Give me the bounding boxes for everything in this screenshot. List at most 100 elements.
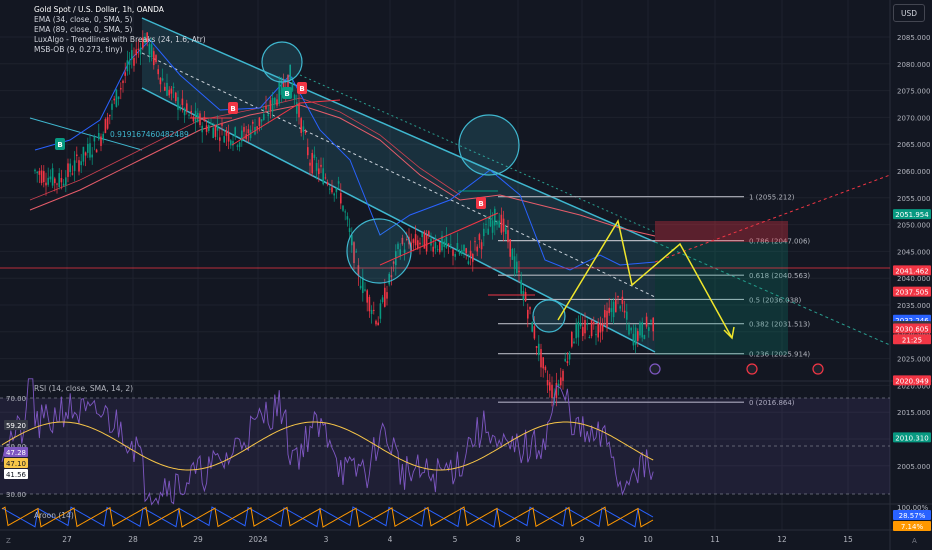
price-tick-label: 2050.000 xyxy=(897,222,930,230)
candle-body xyxy=(527,309,529,319)
candle-body xyxy=(232,141,234,146)
candle-body xyxy=(463,244,465,252)
candle-body xyxy=(355,251,357,253)
fib-level-label: 0.786 (2047.006) xyxy=(749,238,810,246)
candle-body xyxy=(575,323,577,339)
fib-level-label: 1 (2055.212) xyxy=(749,194,795,202)
candle-body xyxy=(379,303,382,319)
candle-body xyxy=(428,231,430,236)
candle-body xyxy=(610,308,613,313)
candle-body xyxy=(300,118,302,133)
candle-body xyxy=(406,238,408,240)
candle-body xyxy=(296,102,298,114)
candle-body xyxy=(280,79,283,95)
candle-body xyxy=(454,254,456,257)
price-badge-label: 2032.246 xyxy=(895,317,929,325)
ema-89-legend[interactable]: EMA (89, close, 0, SMA, 5) xyxy=(34,25,133,34)
candle-body xyxy=(73,160,76,171)
aroon-badge-label: 28.57% xyxy=(899,512,926,520)
candle-body xyxy=(599,324,602,333)
candle-body xyxy=(293,94,296,100)
candle-body xyxy=(78,160,80,172)
candle-body xyxy=(346,216,349,220)
candle-body xyxy=(388,273,390,285)
candle-body xyxy=(289,64,291,80)
event-icon xyxy=(746,363,758,375)
candle-body xyxy=(419,242,421,245)
bottom-left-letter[interactable]: Z xyxy=(6,537,11,545)
candle-body xyxy=(582,326,584,337)
time-tick-label: 9 xyxy=(580,535,585,544)
candle-body xyxy=(208,124,210,131)
time-tick-label: 27 xyxy=(62,535,72,544)
candle-body xyxy=(392,261,395,264)
candle-body xyxy=(69,163,71,173)
candle-body xyxy=(370,309,373,314)
bottom-right-letter[interactable]: A xyxy=(912,537,917,545)
candle-body xyxy=(223,136,225,143)
aroon-badge xyxy=(893,521,931,531)
candle-body xyxy=(348,228,351,232)
price-badge xyxy=(893,265,931,276)
candle-body xyxy=(560,377,562,386)
price-tick-label: 2085.000 xyxy=(897,34,930,42)
aroon-legend[interactable]: Aroon (14) xyxy=(34,511,74,520)
aroon-badge-label: 7.14% xyxy=(901,523,924,531)
candle-body xyxy=(164,86,166,91)
candle-body xyxy=(377,322,379,326)
candle-body xyxy=(357,265,360,277)
candle-body xyxy=(533,326,536,339)
projection-arrow-icon xyxy=(723,326,735,340)
candle-body xyxy=(269,100,272,110)
luxalgo-legend[interactable]: LuxAlgo - Trendlines with Breaks (24, 1.… xyxy=(34,35,206,44)
candle-body xyxy=(197,112,199,122)
candle-body xyxy=(190,110,192,113)
candle-body xyxy=(381,297,384,303)
candle-body xyxy=(619,306,621,309)
candle-body xyxy=(494,208,496,226)
candle-body xyxy=(87,143,89,153)
currency-button[interactable]: USD xyxy=(893,4,925,22)
candle-body xyxy=(353,242,355,264)
price-tick-label: 2005.000 xyxy=(897,463,930,471)
msb-ob-legend[interactable]: MSB-OB (9, 0.273, tiny) xyxy=(34,45,123,54)
candle-body xyxy=(241,130,243,142)
candle-body xyxy=(542,357,544,369)
candle-body xyxy=(414,234,417,246)
time-axis[interactable]: 27 28 29 2024 3 4 5 8 9 10 11 12 15 xyxy=(62,535,853,544)
candle-body xyxy=(194,110,197,123)
candle-body xyxy=(51,168,54,186)
candle-body xyxy=(337,181,340,184)
fib-level-label: 0.5 (2036.038) xyxy=(749,296,801,304)
candle-body xyxy=(56,183,58,185)
rsi-badge-label: 41.56 xyxy=(6,471,27,479)
candle-body xyxy=(584,320,586,334)
channel-lower-line-ext xyxy=(29,117,143,151)
candle-body xyxy=(179,107,181,110)
candle-body xyxy=(192,116,195,122)
time-tick-label: 28 xyxy=(128,535,138,544)
rsi-legend[interactable]: RSI (14, close, SMA, 14, 2) xyxy=(34,384,134,393)
candle-body xyxy=(632,333,635,346)
candle-body xyxy=(502,218,505,232)
signal-marker xyxy=(228,102,238,114)
ema-34-legend[interactable]: EMA (34, close, 0, SMA, 5) xyxy=(34,15,133,24)
candle-body xyxy=(324,177,327,179)
fib-level-label: 0.236 (2025.914) xyxy=(749,351,810,359)
candle-body xyxy=(131,50,133,60)
candle-body xyxy=(106,117,109,129)
chart-legend: Gold Spot / U.S. Dollar, 1h, OANDA EMA (… xyxy=(34,5,206,55)
fib-anchor-label: 0.919167460482489 xyxy=(110,130,189,139)
candle-body xyxy=(573,341,575,344)
symbol-title[interactable]: Gold Spot / U.S. Dollar, 1h, OANDA xyxy=(34,5,164,14)
candle-body xyxy=(628,324,630,335)
price-badge-label: 21:25 xyxy=(902,336,922,344)
signal-marker xyxy=(476,197,486,209)
candle-body xyxy=(461,250,463,254)
candle-body xyxy=(212,127,214,139)
candle-body xyxy=(139,47,142,55)
candle-body xyxy=(375,320,377,325)
candle-body xyxy=(648,327,650,331)
candle-body xyxy=(652,317,654,332)
